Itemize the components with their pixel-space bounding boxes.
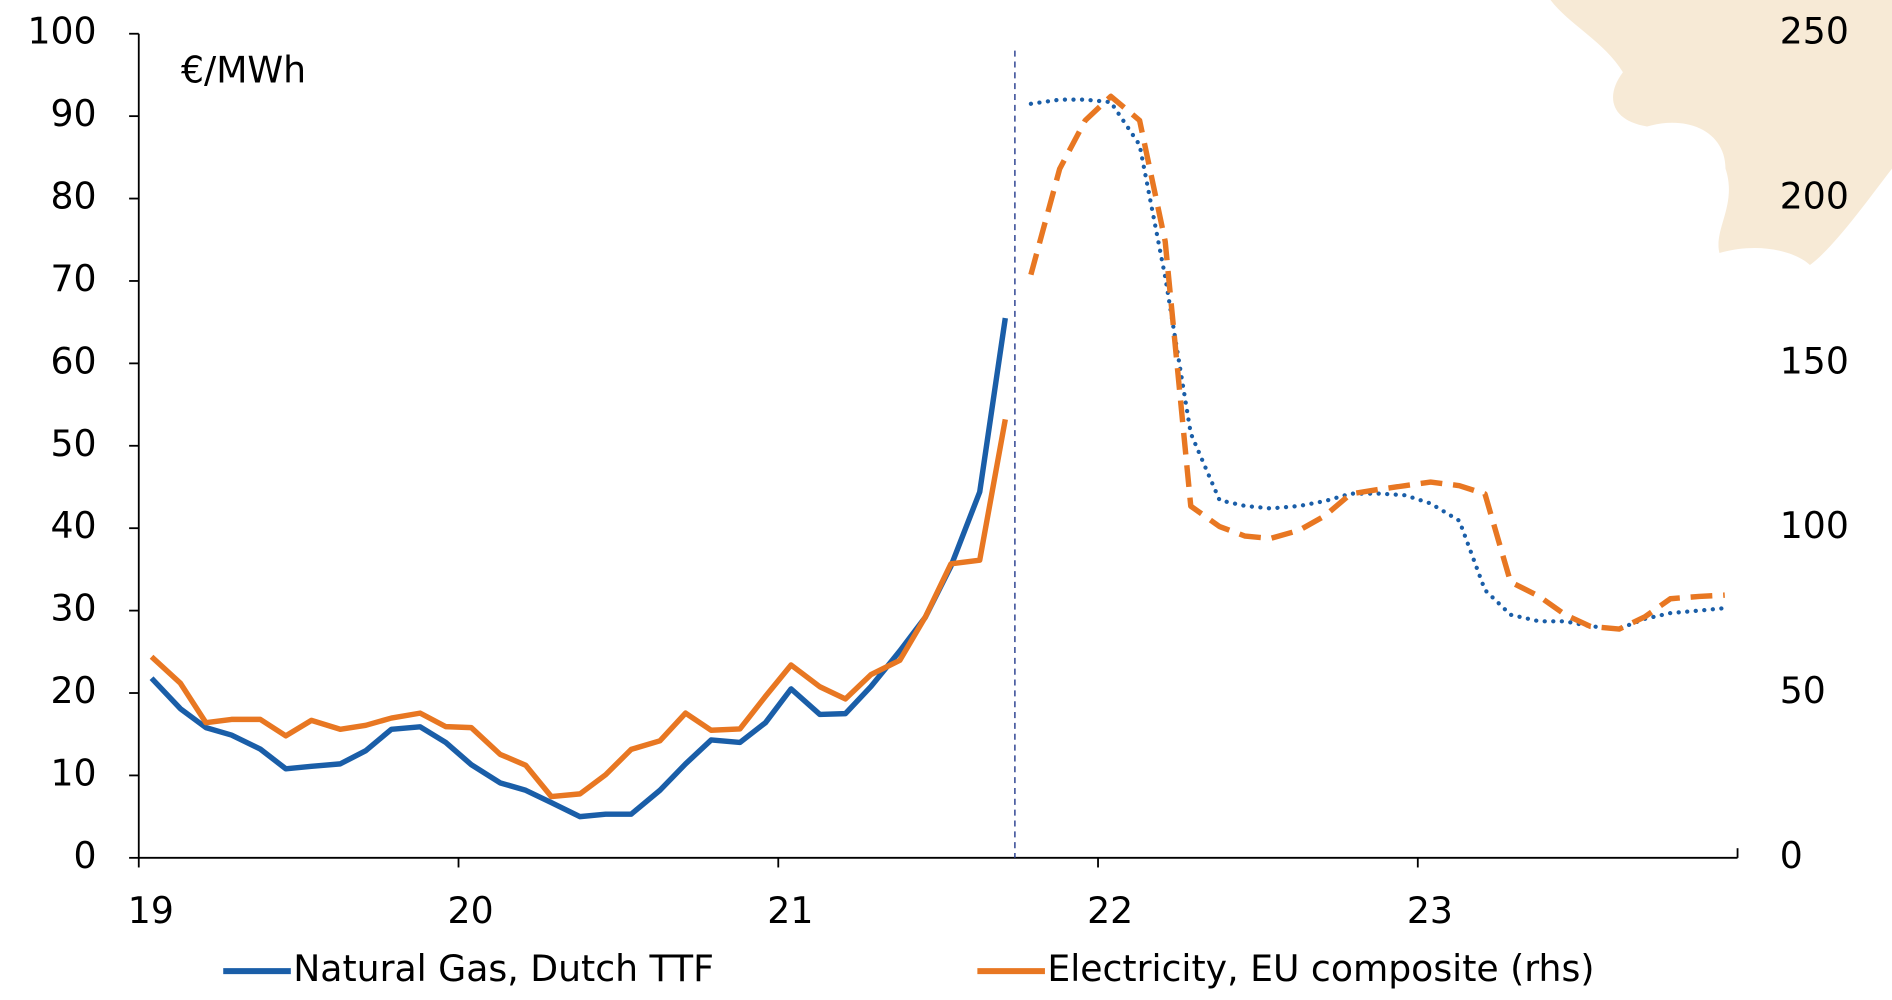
decoration xyxy=(1550,0,1892,266)
series-line xyxy=(149,418,1008,800)
series-line xyxy=(1028,97,1727,631)
y2-tick-label: 0 xyxy=(1780,834,1803,877)
x-tick-label: 23 xyxy=(1407,889,1453,932)
legend-label: Natural Gas, Dutch TTF xyxy=(293,947,714,990)
y2-tick-label: 100 xyxy=(1780,504,1849,547)
unit-label: €/MWh xyxy=(181,48,306,91)
y2-tick-label: 50 xyxy=(1780,669,1826,712)
y-tick-label: 70 xyxy=(50,257,96,300)
x-tick-label: 19 xyxy=(128,889,174,932)
y2-tick-label: 250 xyxy=(1780,10,1849,53)
y-tick-label: 30 xyxy=(50,587,96,630)
y-tick-label: 40 xyxy=(50,504,96,547)
y-tick-label: 50 xyxy=(50,422,96,465)
series-line xyxy=(149,317,1008,820)
y-tick-label: 0 xyxy=(73,834,96,877)
y-tick-label: 90 xyxy=(50,92,96,135)
y-tick-label: 80 xyxy=(50,175,96,218)
y2-tick-label: 200 xyxy=(1780,175,1849,218)
y-tick-label: 20 xyxy=(50,669,96,712)
series-line xyxy=(1028,93,1725,632)
y-tick-label: 100 xyxy=(27,10,96,53)
x-tick-label: 22 xyxy=(1087,889,1133,932)
y2-tick-label: 150 xyxy=(1780,339,1849,382)
x-tick-label: 21 xyxy=(767,889,813,932)
y-tick-label: 10 xyxy=(50,751,96,794)
legend-label: Electricity, EU composite (rhs) xyxy=(1047,947,1594,990)
y-tick-label: 60 xyxy=(50,339,96,382)
x-tick-label: 20 xyxy=(448,889,494,932)
